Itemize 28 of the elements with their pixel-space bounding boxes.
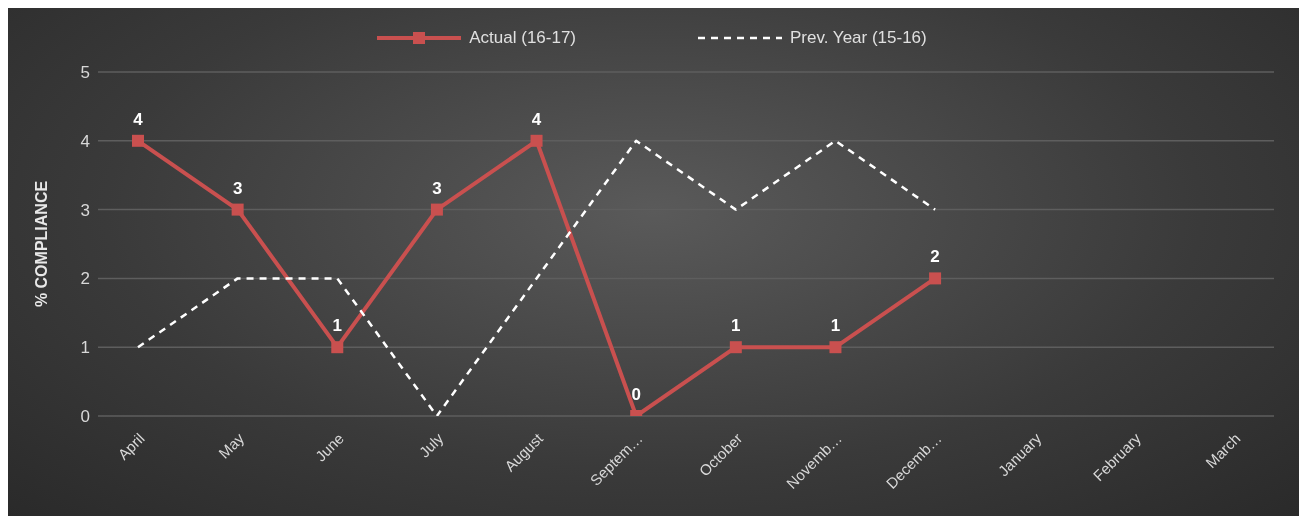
point (430, 203, 443, 216)
x-tick-label: July (415, 429, 447, 461)
point (132, 134, 144, 147)
point (231, 203, 244, 216)
y-axis-title: % COMPLIANCE (32, 180, 50, 308)
point (530, 134, 543, 147)
point (929, 272, 942, 285)
y-tick-label: 3 (80, 200, 90, 220)
data-label: 1 (830, 316, 841, 336)
data-label: 4 (531, 109, 542, 129)
point (729, 341, 742, 354)
data-label: 3 (432, 178, 442, 198)
x-tick-label: May (215, 429, 248, 462)
y-tick-label: 5 (80, 63, 90, 83)
data-label: 1 (332, 316, 343, 336)
data-label: 1 (731, 316, 741, 336)
data-label: 3 (232, 178, 243, 198)
point (829, 341, 842, 354)
y-tick-label: 2 (80, 269, 90, 289)
data-label: 0 (631, 385, 641, 404)
legend-label: Actual (16-17) (469, 28, 577, 48)
y-tick-label: 4 (80, 131, 90, 151)
legend-label: Prev. Year (15-16) (790, 28, 927, 48)
y-tick-label: 1 (80, 338, 90, 358)
data-label: 2 (930, 247, 940, 267)
y-tick-label: 0 (80, 407, 90, 427)
point (331, 341, 344, 354)
data-label: 4 (133, 109, 144, 129)
